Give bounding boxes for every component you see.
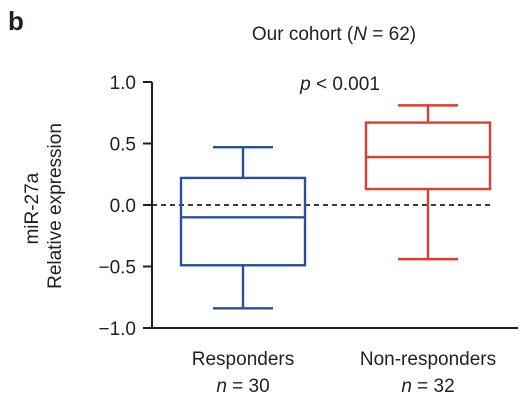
- y-axis-label: miR-27a Relative expression: [22, 123, 66, 289]
- y-tick-label: 0.0: [110, 196, 136, 217]
- axes: 1.0 0.5 0.0 −0.5 −1.0: [98, 73, 518, 340]
- group-size-label: n = 32: [401, 376, 454, 397]
- y-tick-label: 0.5: [110, 135, 136, 156]
- y-tick-label: −0.5: [98, 258, 136, 279]
- x-category-label: Non-responders: [360, 349, 496, 370]
- chart-title: Our cohort (N = 62): [252, 24, 416, 45]
- iqr-box: [179, 176, 307, 267]
- x-category-label: Responders: [192, 349, 294, 370]
- box-non-responders: [364, 104, 492, 261]
- group-size-label: n = 30: [216, 376, 269, 397]
- box-responders: [179, 145, 307, 310]
- panel-label: b: [8, 6, 24, 36]
- y-tick-label: −1.0: [98, 319, 136, 340]
- p-value-annotation: p < 0.001: [299, 74, 380, 95]
- boxes-group: [179, 104, 492, 310]
- y-tick-label: 1.0: [110, 73, 136, 94]
- iqr-box: [364, 121, 492, 191]
- x-labels-group: Responders n = 30 Non-responders n = 32: [192, 349, 496, 397]
